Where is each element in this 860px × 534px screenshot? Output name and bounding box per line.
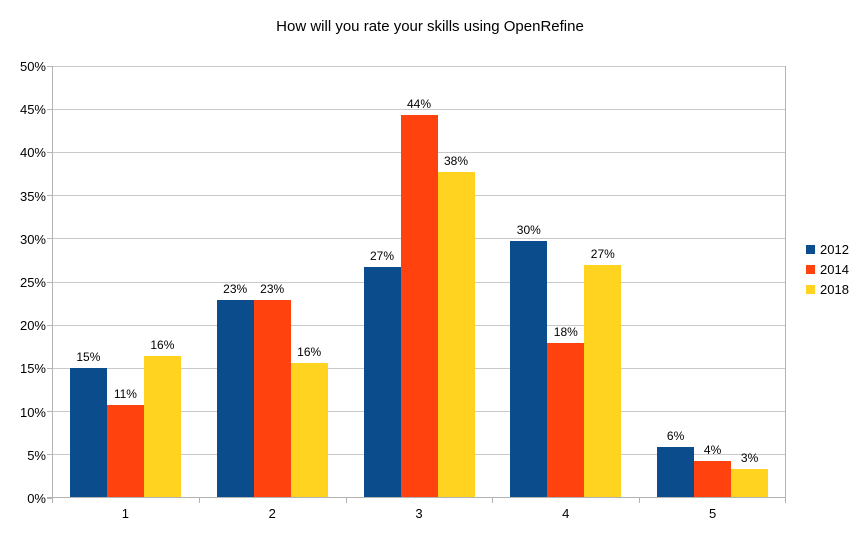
bar-2012 [363,267,401,498]
plot-right-border [785,66,786,503]
data-label: 30% [516,223,541,238]
bar-2012 [69,368,107,498]
x-axis-category-label: 2 [268,506,276,521]
data-label: 23% [223,282,248,297]
y-axis-tick-label: 20% [19,318,46,334]
x-tick-mark [639,498,641,503]
legend-item: 2018 [806,279,849,299]
y-tick-mark [47,108,52,110]
legend-label: 2018 [820,281,849,297]
bar-2014 [694,460,732,498]
bar-2014 [253,300,291,498]
data-label: 23% [260,282,285,297]
legend: 2012 2014 2018 [806,239,849,299]
legend-swatch-2018 [806,284,815,294]
y-axis-tick-label: 50% [19,59,46,74]
bar-2014 [547,343,585,498]
y-axis-tick-label: 40% [19,145,46,161]
data-label: 27% [590,246,615,261]
bar-2018 [290,363,328,498]
y-tick-mark [47,151,52,153]
y-tick-mark [47,238,52,240]
legend-label: 2012 [820,241,849,257]
x-tick-mark [345,498,347,503]
data-label: 6% [666,429,685,444]
legend-item: 2012 [806,239,849,259]
x-axis-category-label: 1 [121,506,130,521]
data-label: 18% [553,325,578,340]
y-tick-mark [47,195,52,197]
chart-title: How will you rate your skills using Open… [276,18,584,35]
bar-2014 [106,404,144,498]
x-tick-mark [198,498,200,503]
y-tick-mark [47,497,52,499]
data-label: 11% [113,386,137,401]
bar-2018 [143,356,181,498]
legend-swatch-2014 [806,264,815,274]
y-tick-mark [47,454,52,456]
bar-2012 [657,447,695,498]
bar-2018 [731,469,769,498]
legend-item: 2014 [806,259,849,279]
data-label: 44% [406,97,432,112]
x-axis-category-label: 3 [415,506,423,521]
y-axis-tick-label: 45% [19,102,46,118]
y-tick-mark [47,367,52,369]
legend-label: 2014 [820,261,849,277]
y-axis-tick-label: 35% [19,188,46,204]
data-label: 38% [443,154,469,169]
data-label: 27% [369,249,395,264]
y-axis-tick-label: 25% [19,275,46,290]
bar-2014 [400,115,438,498]
legend-swatch-2012 [806,244,815,254]
bar-2012 [510,241,548,498]
bar-2018 [437,172,475,498]
y-tick-mark [47,281,52,283]
y-gridline [52,65,786,67]
x-axis-category-label: 5 [708,506,717,521]
x-axis-line [47,497,786,498]
y-gridline [52,108,786,110]
y-tick-mark [47,65,52,67]
data-label: 4% [703,442,722,457]
y-axis-tick-label: 5% [27,447,46,463]
x-axis-category-label: 4 [562,506,570,521]
y-axis-tick-label: 10% [19,404,46,420]
data-label: 3% [740,451,759,466]
y-axis-tick-label: 15% [19,361,46,377]
bar-2018 [584,264,622,498]
y-tick-mark [47,324,52,326]
x-tick-mark [492,498,494,503]
data-label: 15% [76,350,101,365]
y-tick-mark [47,411,52,413]
data-label: 16% [297,345,322,360]
data-label: 16% [150,338,175,353]
bar-2012 [216,300,254,498]
y-axis-line [52,66,53,503]
y-axis-tick-label: 30% [19,231,46,247]
y-axis-tick-label: 0% [27,491,46,506]
